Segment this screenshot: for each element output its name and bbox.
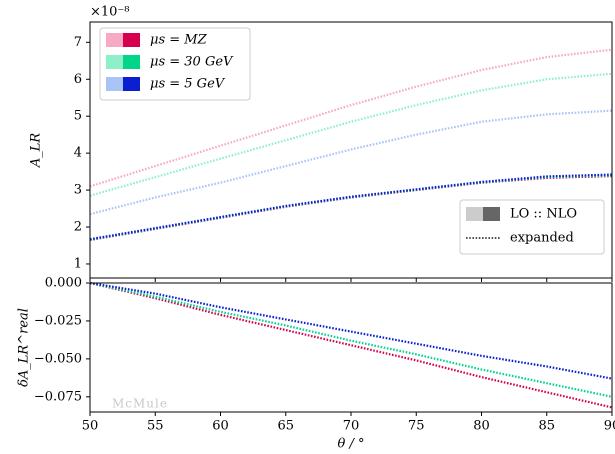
series-line [89,109,613,216]
legend-swatch [123,77,140,91]
series-line [89,281,613,398]
y-tick-label: −0.050 [34,351,82,366]
y-tick-label: 2 [74,220,82,235]
legend-swatch [123,55,140,69]
legend-swatch [466,207,483,221]
series-line [89,281,613,409]
y-tick-label: −0.075 [34,389,82,404]
legend-swatch [106,77,123,91]
legend-label: μs = 5 GeV [150,77,226,92]
y-tick-label: 6 [74,72,82,87]
y-tick-label: 4 [74,146,82,161]
x-axis-label: θ / ° [338,437,365,452]
y-axis-label: δA_LR^real [17,308,32,387]
y-tick-label: 0.000 [45,276,82,291]
x-tick-label: 85 [538,419,555,434]
legend-label: LO :: NLO [510,207,577,222]
watermark: McMule [112,397,168,411]
y-tick-label: 1 [74,256,82,271]
y-tick-label: 5 [74,109,82,124]
x-tick-label: 60 [212,419,229,434]
x-tick-label: 55 [147,419,164,434]
x-tick-label: 80 [473,419,490,434]
x-tick-label: 65 [277,419,294,434]
legend-swatch [106,33,123,47]
series-line [89,72,613,197]
x-tick-label: 75 [408,419,425,434]
legend-swatch [483,207,500,221]
legend-label: expanded [510,231,574,246]
series-line [89,281,613,380]
y-tick-label: 3 [74,183,82,198]
offset-label: ×10⁻⁸ [90,5,130,20]
legend-label: μs = MZ [150,33,208,48]
y-tick-label: −0.025 [34,313,82,328]
x-tick-label: 50 [82,419,99,434]
legend-swatch [123,33,140,47]
x-tick-label: 70 [343,419,360,434]
y-axis-label: A_LR [29,133,44,169]
series-line [89,48,613,188]
series-line [89,173,613,241]
plot-frame [89,282,613,413]
plot-frame [89,21,613,279]
legend-label: μs = 30 GeV [150,55,234,70]
y-tick-label: 7 [74,35,82,50]
legend-swatch [106,55,123,69]
x-tick-label: 90 [604,419,615,434]
